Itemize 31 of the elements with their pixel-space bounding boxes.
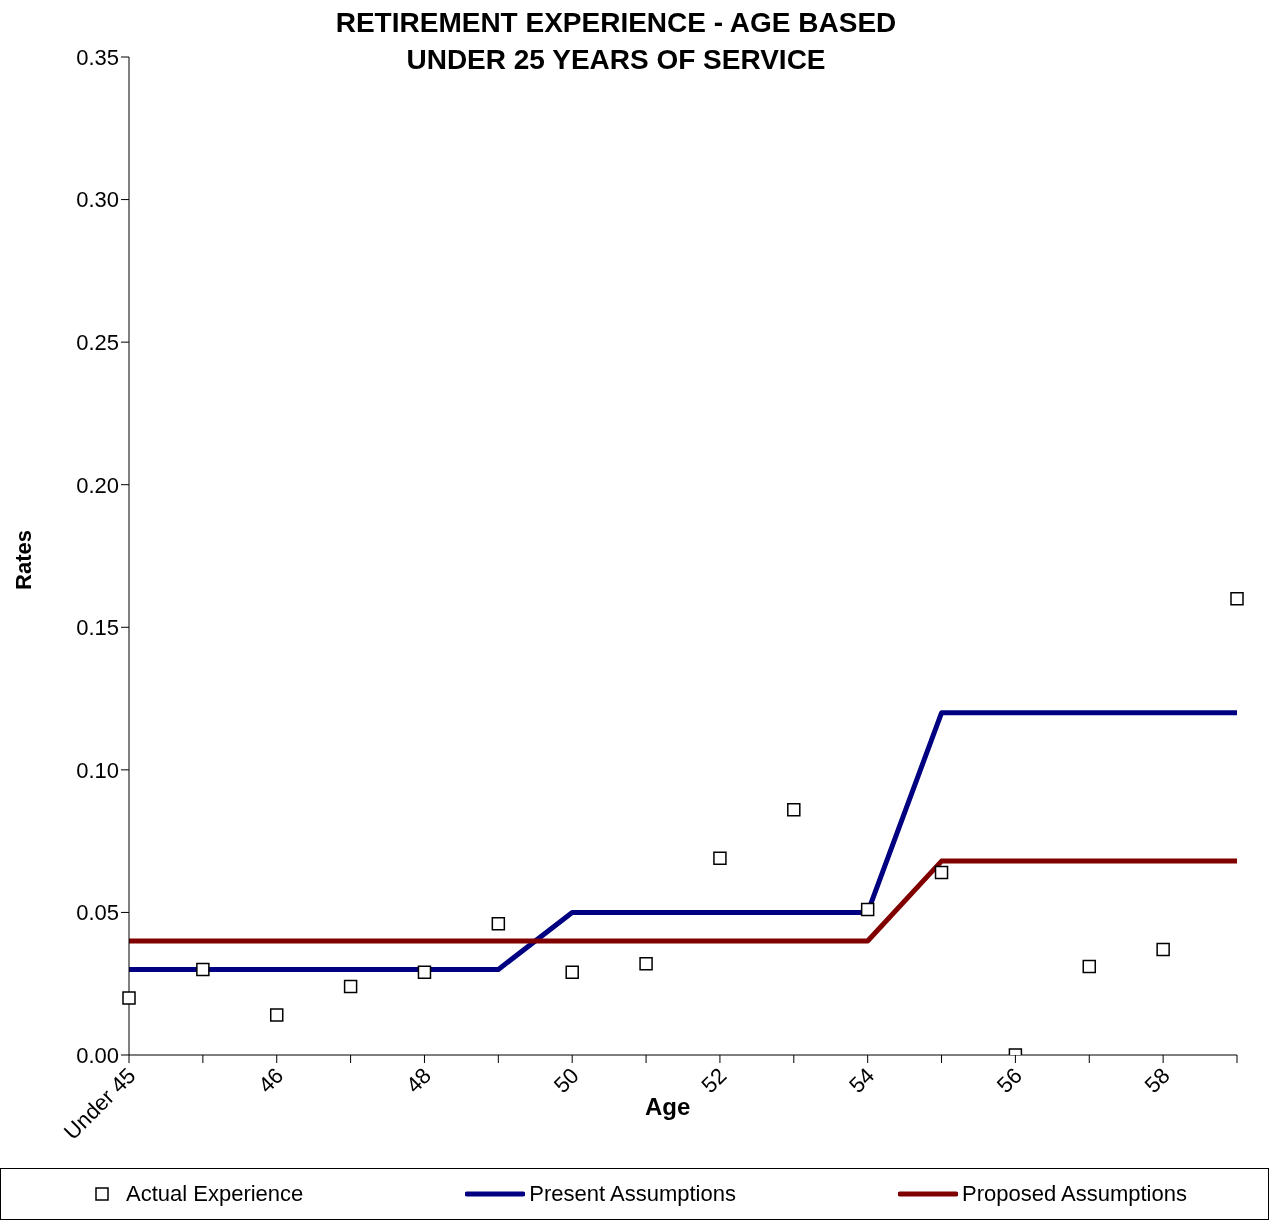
legend-label: Present Assumptions	[529, 1181, 736, 1207]
x-tick-label: 50	[548, 1062, 584, 1098]
point	[1082, 959, 1097, 974]
point	[491, 917, 506, 931]
y-tick-label: 0.00	[76, 1042, 119, 1068]
y-tick-label: 0.10	[76, 757, 119, 783]
y-tick-label: 0.15	[76, 615, 119, 641]
x-tick-label: 56	[991, 1062, 1027, 1098]
legend-label: Proposed Assumptions	[961, 1181, 1187, 1207]
x-tick-label: 58	[1139, 1062, 1175, 1098]
chart-subtitle: UNDER 25 YEARS OF SERVICE	[406, 44, 826, 75]
y-axis-title: Rates	[11, 530, 37, 590]
point	[417, 965, 432, 980]
y-tick-label: 0.30	[76, 187, 119, 213]
y-tick-label: 0.25	[76, 329, 119, 355]
x-tick-label: 48	[401, 1062, 436, 1098]
y-tick-label: 0.20	[76, 472, 119, 498]
point	[122, 991, 136, 1005]
y-tick-label: 0.05	[76, 900, 119, 926]
y-tick-label: 0.35	[76, 44, 119, 70]
point	[1156, 942, 1170, 957]
point	[343, 979, 358, 994]
x-tick-label: 46	[253, 1062, 289, 1098]
point	[196, 962, 210, 977]
x-tick-label: 52	[696, 1062, 732, 1098]
legend-label: Actual Experience	[125, 1181, 304, 1207]
x-tick-label: 54	[844, 1062, 880, 1098]
chart-title: RETIREMENT EXPERIENCE - AGE BASED	[334, 6, 898, 40]
point	[860, 902, 875, 917]
point	[934, 865, 949, 880]
x-axis-title: Age	[645, 1093, 691, 1121]
